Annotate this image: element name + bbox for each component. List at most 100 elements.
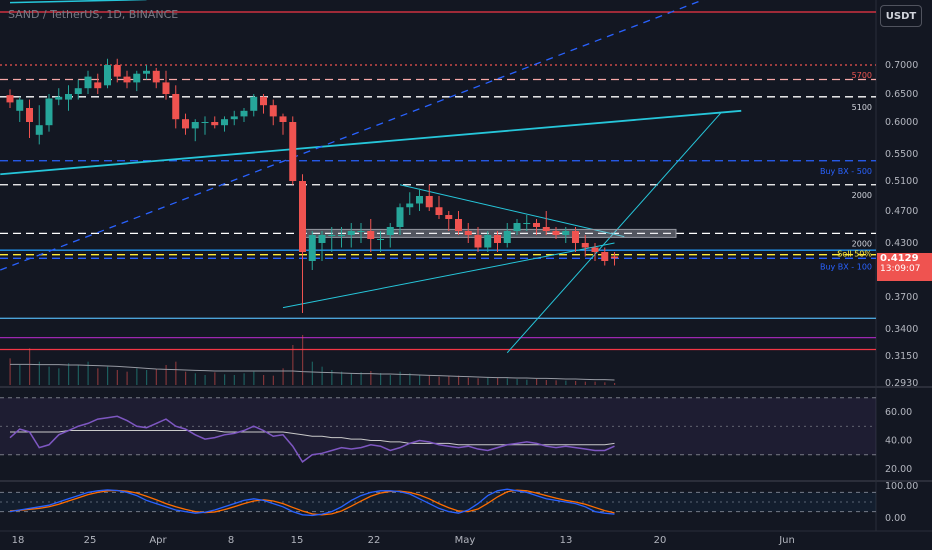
volume-bar xyxy=(175,361,177,385)
level-label: 2000 xyxy=(852,191,872,200)
candle-body xyxy=(84,76,92,89)
candle-body xyxy=(533,223,540,227)
price-tick-label: 0.3400 xyxy=(885,324,918,335)
candle-body xyxy=(211,122,219,126)
candle-body xyxy=(230,116,238,120)
volume-bar xyxy=(214,372,216,385)
candle-body xyxy=(591,247,599,252)
level-label: 5700 xyxy=(852,71,872,80)
price-tick-label: 0.3150 xyxy=(885,351,918,362)
volume-bar xyxy=(341,371,343,385)
candle-body xyxy=(143,70,150,74)
candle-body xyxy=(357,231,365,232)
currency-button[interactable]: USDT xyxy=(880,5,922,27)
volume-bar xyxy=(185,371,187,385)
candle-body xyxy=(65,94,72,100)
volume-bar xyxy=(165,365,167,385)
candle-body xyxy=(182,119,189,129)
candle-body xyxy=(494,235,501,243)
candle-body xyxy=(162,82,170,94)
time-tick-label: Jun xyxy=(778,535,795,546)
candle-body xyxy=(377,239,384,240)
candle-body xyxy=(104,65,111,86)
candle-body xyxy=(221,119,228,126)
candle-body xyxy=(6,95,14,103)
volume-bar xyxy=(263,375,265,385)
price-tick-label: 0.6000 xyxy=(885,117,918,128)
candle-body xyxy=(503,231,511,243)
volume-bar xyxy=(311,361,313,385)
candle-body xyxy=(55,96,63,100)
candle-body xyxy=(279,116,287,122)
volume-bar xyxy=(204,375,206,385)
price-tick-label: 0.4300 xyxy=(885,238,918,249)
level-label: Buy BX - 100 xyxy=(820,262,872,271)
volume-bar xyxy=(575,381,577,385)
volume-bar xyxy=(526,379,528,385)
volume-bar xyxy=(565,380,567,385)
candle-body xyxy=(435,207,443,215)
triangle-lower-line xyxy=(282,242,615,309)
level-label: 5100 xyxy=(852,103,872,112)
volume-bar xyxy=(58,368,60,385)
candle-body xyxy=(35,125,43,135)
rsi-tick-label: 40.00 xyxy=(885,436,912,447)
volume-bar xyxy=(302,335,304,385)
level-label: Buy BX - 500 xyxy=(820,167,872,176)
candle-body xyxy=(260,96,267,106)
time-tick-label: May xyxy=(455,535,476,546)
volume-bar xyxy=(545,380,547,385)
volume-bar xyxy=(516,379,518,385)
volume-bar xyxy=(194,373,196,385)
price-tick-label: 0.7000 xyxy=(885,60,918,71)
candle-body xyxy=(152,70,160,83)
volume-bar xyxy=(107,366,109,385)
volume-bar xyxy=(116,370,118,385)
level-label: 2000 xyxy=(852,239,872,248)
time-tick-label: 18 xyxy=(12,535,25,546)
candle-body xyxy=(16,99,24,111)
volume-bar xyxy=(243,373,245,385)
candle-body xyxy=(74,88,82,94)
time-tick-label: 20 xyxy=(654,535,667,546)
volume-bar xyxy=(272,375,274,385)
candle-body xyxy=(386,227,394,235)
candle-body xyxy=(611,256,618,259)
candle-body xyxy=(416,196,423,204)
candle-body xyxy=(94,82,102,89)
symbol-title: SAND / TetherUS, 1D, BINANCE xyxy=(8,8,179,21)
ascending-channel-line xyxy=(0,109,742,176)
volume-bar xyxy=(370,371,372,385)
volume-bar xyxy=(536,379,538,385)
candle-body xyxy=(240,110,248,117)
time-tick-label: Apr xyxy=(149,535,167,546)
volume-bar xyxy=(428,375,430,385)
candle-body xyxy=(338,235,345,236)
candle-body xyxy=(113,65,121,77)
volume-bar xyxy=(419,375,421,385)
volume-bar xyxy=(9,358,11,385)
current-price-value: 0.4129 xyxy=(880,253,919,264)
volume-bar xyxy=(253,371,255,385)
volume-bar xyxy=(87,361,89,385)
volume-bar xyxy=(48,366,50,385)
volume-bar xyxy=(29,348,31,385)
price-tick-label: 0.5100 xyxy=(885,176,918,187)
current-price-tag: 0.4129 13:09:07 xyxy=(877,253,932,281)
volume-bar xyxy=(77,365,79,385)
volume-bar xyxy=(146,370,148,385)
top-trend-line xyxy=(9,0,147,4)
rsi-tick-label: 60.00 xyxy=(885,407,912,418)
triangle-upper-line xyxy=(399,184,625,238)
volume-bar xyxy=(136,368,138,385)
volume-bar xyxy=(350,373,352,385)
volume-bar xyxy=(389,375,391,385)
volume-bar xyxy=(292,345,294,385)
volume-bar xyxy=(555,380,557,385)
volume-bar xyxy=(604,382,606,385)
volume-bar xyxy=(126,371,128,385)
rsi-ma-line xyxy=(10,430,615,446)
candle-body xyxy=(455,219,462,231)
price-tick-label: 0.2930 xyxy=(885,378,918,389)
